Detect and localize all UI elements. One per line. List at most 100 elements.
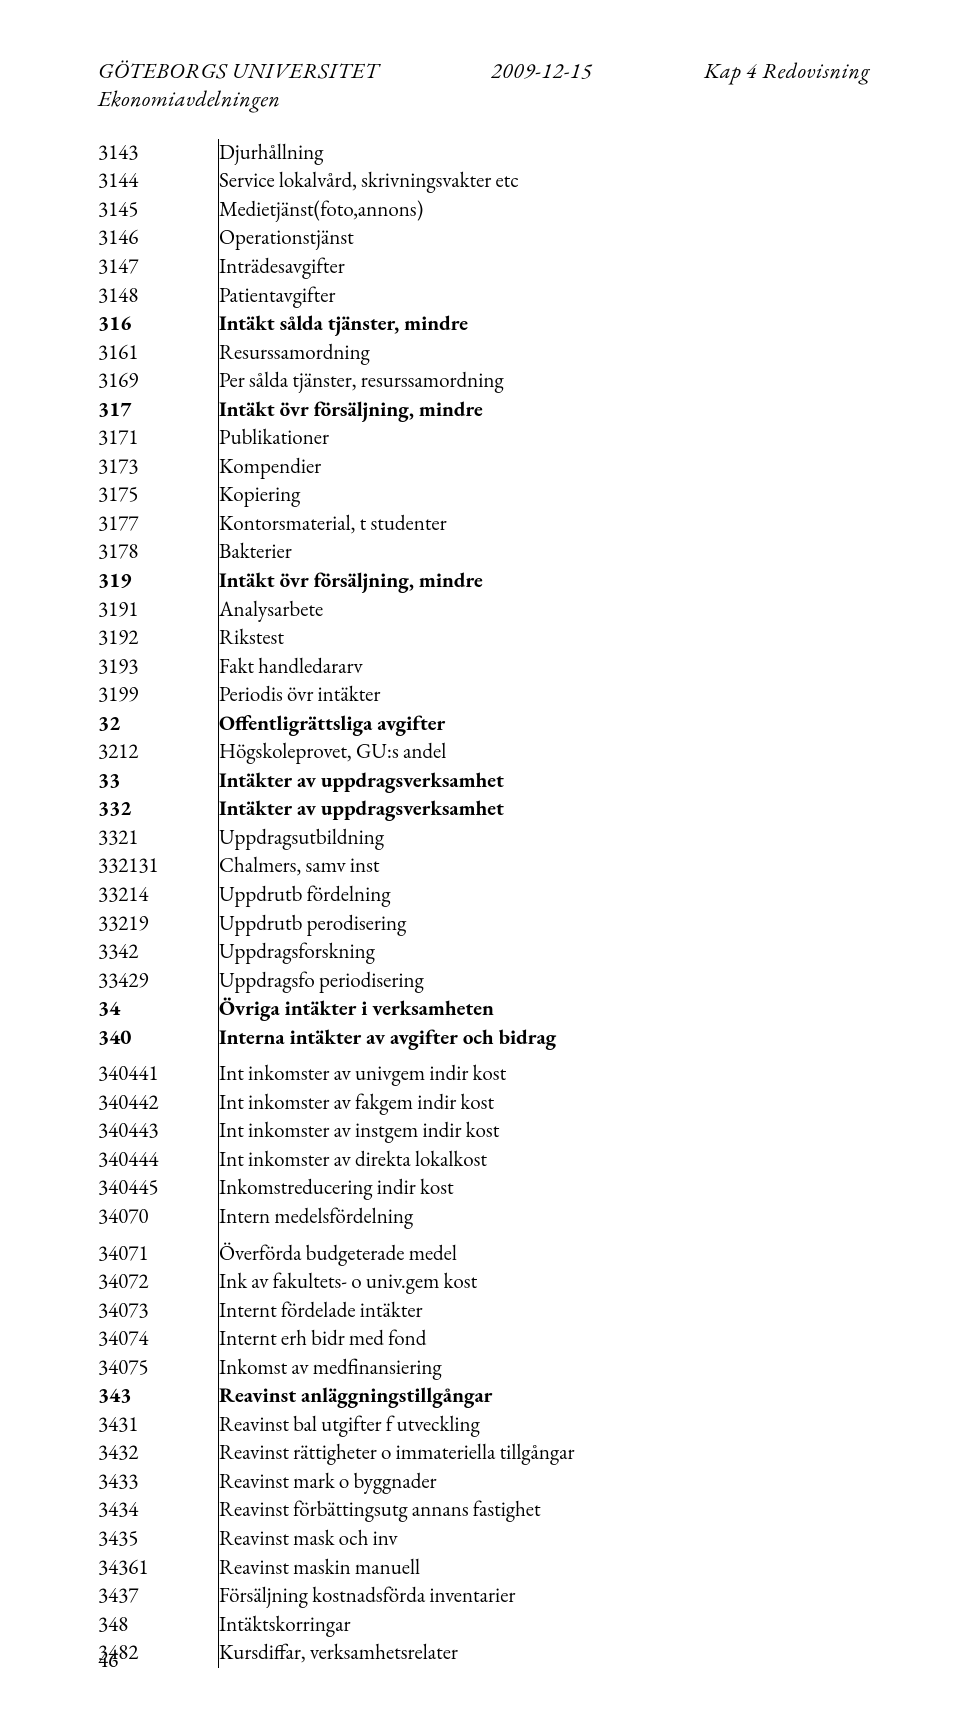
account-label: Kopiering [219,481,871,510]
table-row: 343Reavinst anläggningstillgångar [98,1382,870,1411]
account-label: Int inkomster av univgem indir kost [219,1060,871,1089]
account-label: Uppdragsforskning [219,938,871,967]
table-row: 3143Djurhållning [98,139,870,168]
table-row: 340444Int inkomster av direkta lokalkost [98,1146,870,1175]
account-code: 332131 [98,852,219,881]
account-code: 3169 [98,367,219,396]
account-label: Överförda budgeterade medel [219,1240,871,1269]
account-label: Patientavgifter [219,282,871,311]
account-label: Reavinst förbättingsutg annans fastighet [219,1496,871,1525]
table-row: 3435Reavinst mask och inv [98,1525,870,1554]
account-code: 319 [98,567,219,596]
account-label: Medietjänst(foto,annons) [219,196,871,225]
account-label: Intäkter av uppdragsverksamhet [219,795,871,824]
account-code: 3147 [98,253,219,282]
account-code: 34070 [98,1203,219,1232]
table-row: 3173Kompendier [98,453,870,482]
table-row: 3171Publikationer [98,424,870,453]
account-code: 3145 [98,196,219,225]
account-code: 33 [98,767,219,796]
account-code: 34072 [98,1268,219,1297]
account-code: 3191 [98,596,219,625]
table-row: 3193Fakt handledararv [98,653,870,682]
table-row: 340443Int inkomster av instgem indir kos… [98,1117,870,1146]
account-label: Reavinst bal utgifter f utveckling [219,1411,871,1440]
table-row: 3191Analysarbete [98,596,870,625]
page-number: 46 [98,1647,118,1674]
account-label: Internt fördelade intäkter [219,1297,871,1326]
account-label: Uppdrutb perodisering [219,910,871,939]
account-code: 33219 [98,910,219,939]
account-code: 316 [98,310,219,339]
table-row: 3175Kopiering [98,481,870,510]
account-label: Rikstest [219,624,871,653]
account-label: Försäljning kostnadsförda inventarier [219,1582,871,1611]
account-code: 340442 [98,1089,219,1118]
header-date: 2009-12-15 [491,58,592,84]
account-label: Intäktskorringar [219,1611,871,1640]
account-code: 340445 [98,1174,219,1203]
account-code: 32 [98,710,219,739]
account-code: 343 [98,1382,219,1411]
account-label: Reavinst mark o byggnader [219,1468,871,1497]
account-code: 3177 [98,510,219,539]
account-label: Int inkomster av fakgem indir kost [219,1089,871,1118]
account-code: 3435 [98,1525,219,1554]
table-row: 3431Reavinst bal utgifter f utveckling [98,1411,870,1440]
account-label: Högskoleprovet, GU:s andel [219,738,871,767]
account-label: Fakt handledararv [219,653,871,682]
account-label: Inkomstreducering indir kost [219,1174,871,1203]
table-row: 34075Inkomst av medfinansiering [98,1354,870,1383]
account-code: 3199 [98,681,219,710]
account-label: Kursdiffar, verksamhetsrelater [219,1639,871,1668]
table-row: 3342Uppdragsforskning [98,938,870,967]
table-row: 340441Int inkomster av univgem indir kos… [98,1060,870,1089]
account-code: 340441 [98,1060,219,1089]
account-label: Publikationer [219,424,871,453]
table-row: 340442Int inkomster av fakgem indir kost [98,1089,870,1118]
account-label: Intäkter av uppdragsverksamhet [219,767,871,796]
table-row: 3192Rikstest [98,624,870,653]
table-row: 340Interna intäkter av avgifter och bidr… [98,1024,870,1053]
account-code: 3431 [98,1411,219,1440]
table-row: 3144Service lokalvård, skrivningsvakter … [98,167,870,196]
table-row: 3432Reavinst rättigheter o immateriella … [98,1439,870,1468]
account-label: Bakterier [219,538,871,567]
account-label: Int inkomster av instgem indir kost [219,1117,871,1146]
account-label: Övriga intäkter i verksamheten [219,995,871,1024]
table-row: 332131Chalmers, samv inst [98,852,870,881]
account-label: Interna intäkter av avgifter och bidrag [219,1024,871,1053]
account-label: Ink av fakultets- o univ.gem kost [219,1268,871,1297]
account-code: 3175 [98,481,219,510]
table-row: 33Intäkter av uppdragsverksamhet [98,767,870,796]
account-code: 3173 [98,453,219,482]
table-row: 3146Operationstjänst [98,224,870,253]
table-row: 34073Internt fördelade intäkter [98,1297,870,1326]
table-row: 3145Medietjänst(foto,annons) [98,196,870,225]
table-row: 33429Uppdragsfo periodisering [98,967,870,996]
table-row: 3147Inträdesavgifter [98,253,870,282]
table-row: 317Intäkt övr försäljning, mindre [98,396,870,425]
table-row: 3437Försäljning kostnadsförda inventarie… [98,1582,870,1611]
account-label: Operationstjänst [219,224,871,253]
table-row: 3148Patientavgifter [98,282,870,311]
account-code: 340443 [98,1117,219,1146]
account-code: 3342 [98,938,219,967]
table-row: 34071Överförda budgeterade medel [98,1240,870,1269]
account-label: Analysarbete [219,596,871,625]
account-label: Inkomst av medfinansiering [219,1354,871,1383]
account-code: 348 [98,1611,219,1640]
table-row: 3321Uppdragsutbildning [98,824,870,853]
account-label: Reavinst maskin manuell [219,1554,871,1583]
table-row: 3433Reavinst mark o byggnader [98,1468,870,1497]
account-code: 3433 [98,1468,219,1497]
account-code: 3321 [98,824,219,853]
table-row: 34Övriga intäkter i verksamheten [98,995,870,1024]
table-row: 348Intäktskorringar [98,1611,870,1640]
table-row: 3212Högskoleprovet, GU:s andel [98,738,870,767]
account-code: 340444 [98,1146,219,1175]
account-code: 34074 [98,1325,219,1354]
account-code: 3434 [98,1496,219,1525]
header-chapter: Kap 4 Redovisning [704,58,870,84]
account-label: Reavinst anläggningstillgångar [219,1382,871,1411]
